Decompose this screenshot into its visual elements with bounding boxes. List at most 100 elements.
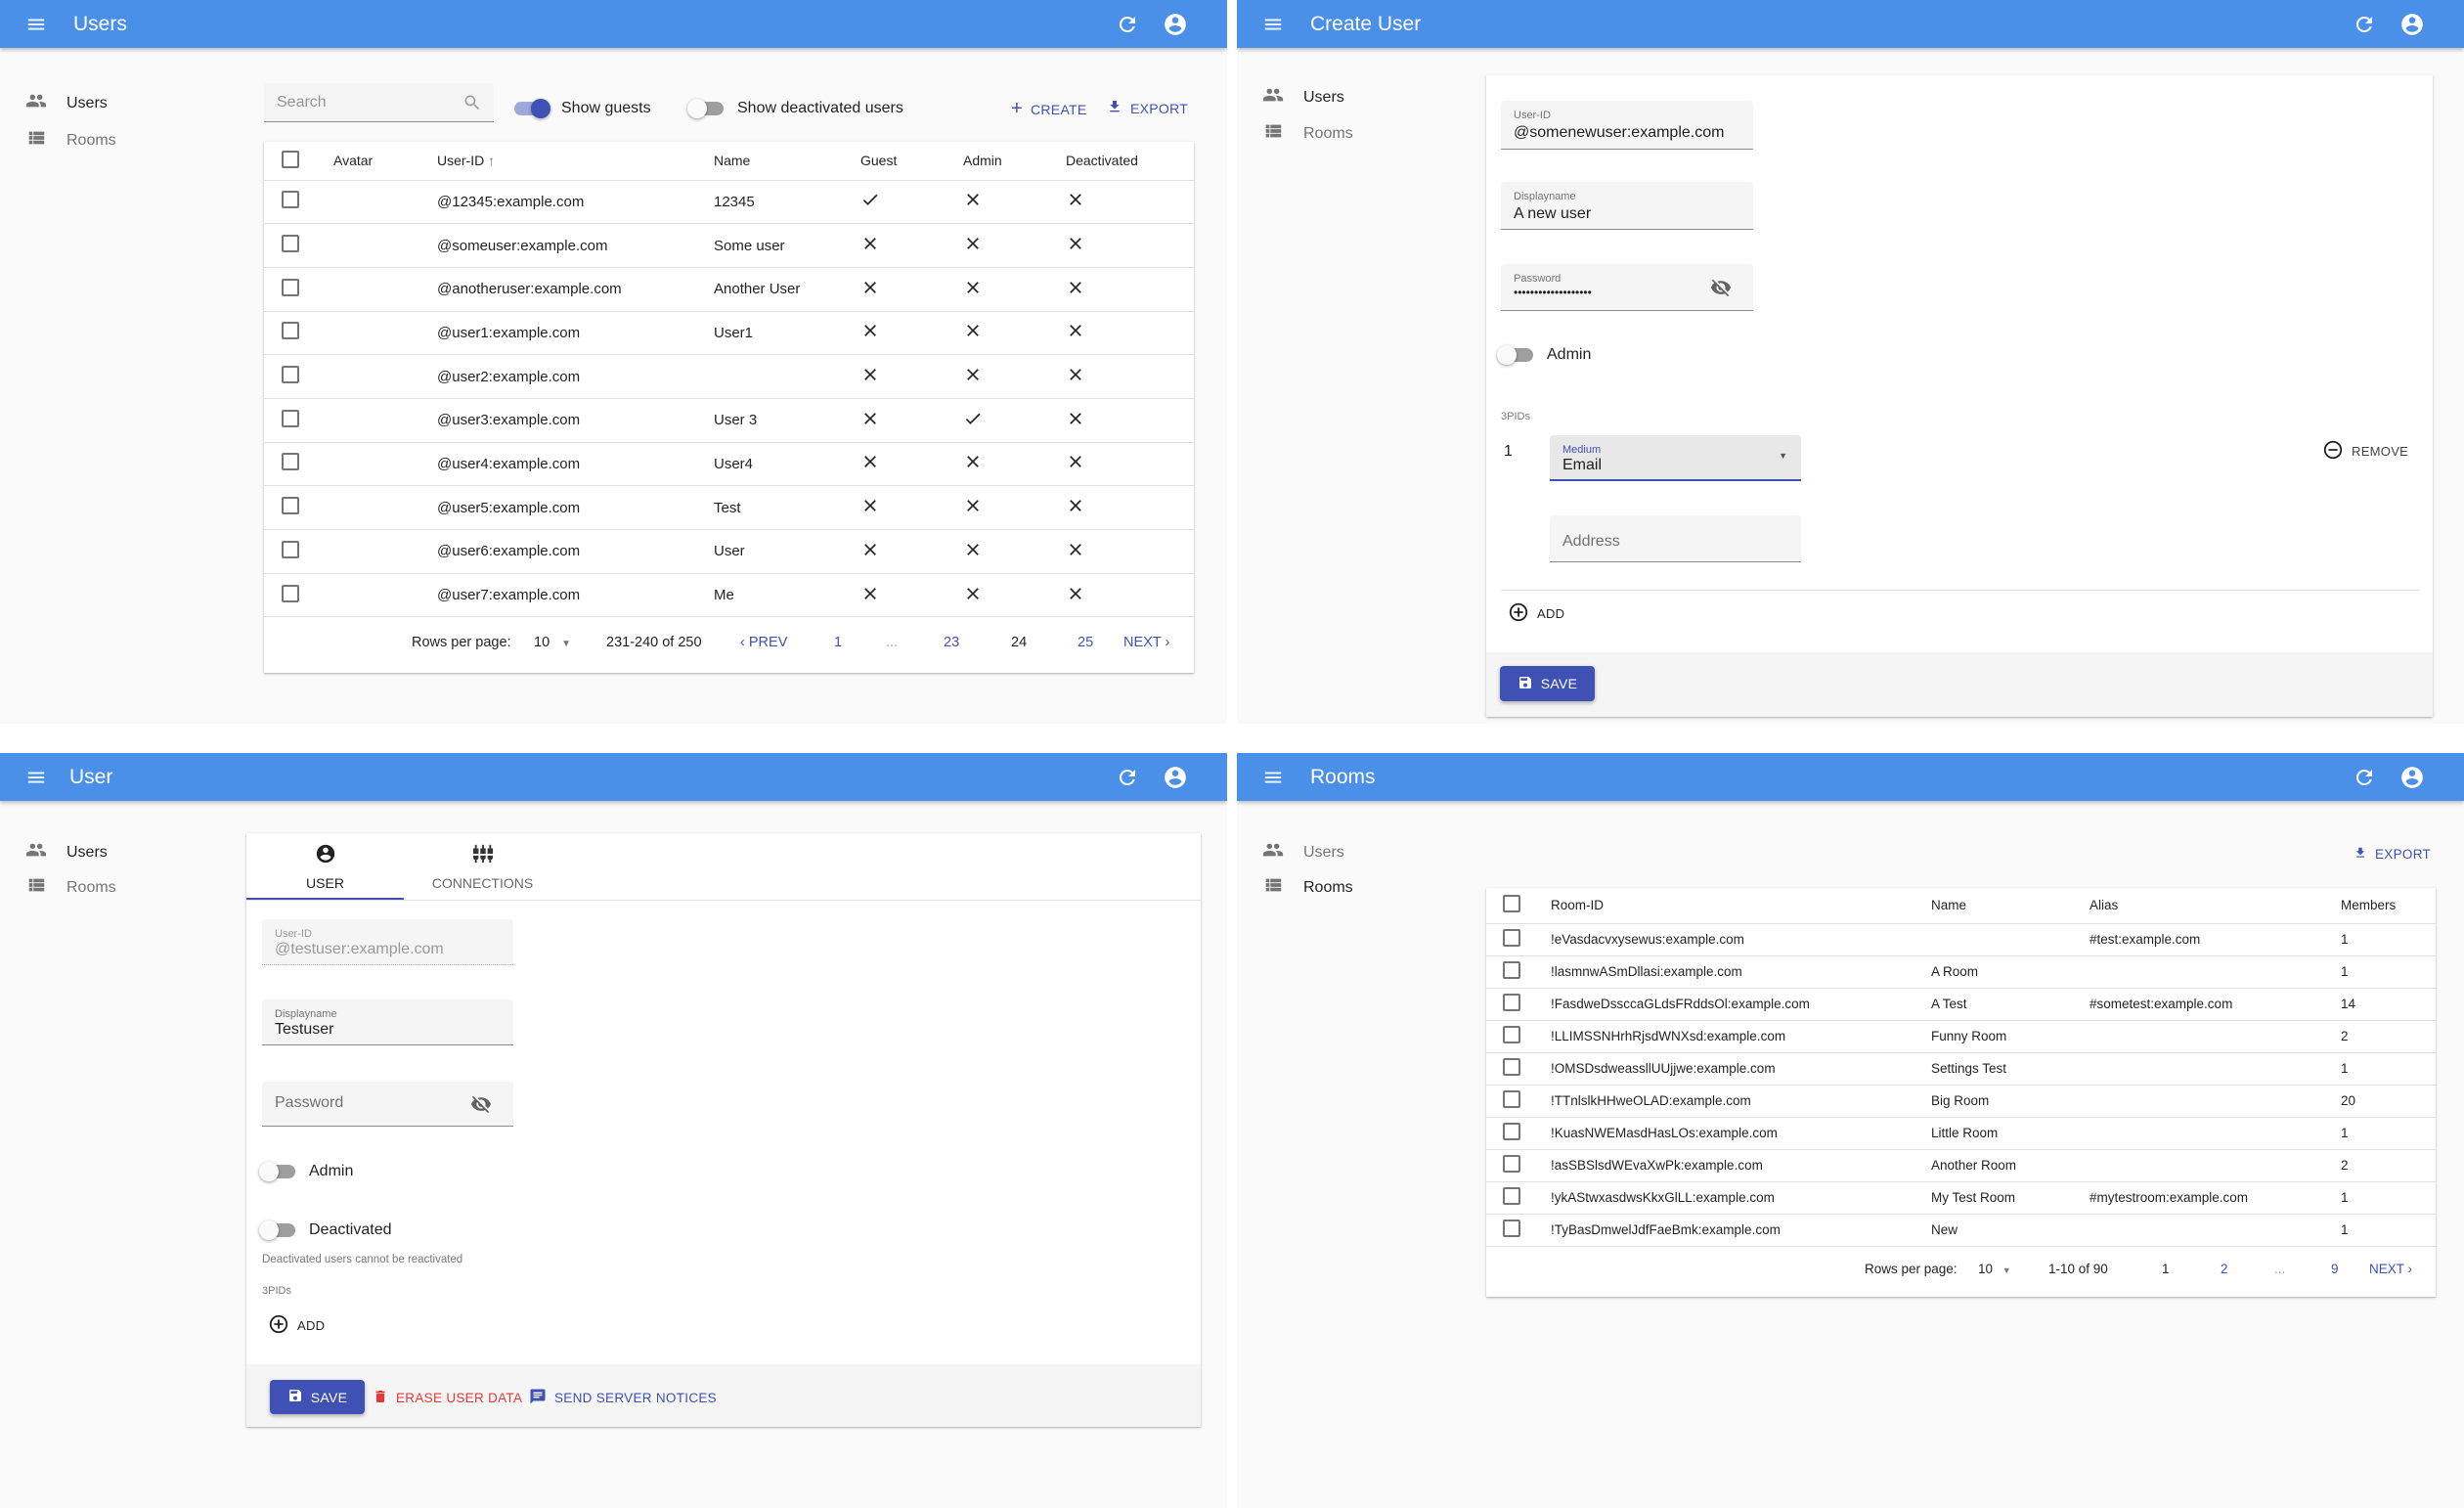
row-checkbox[interactable]: [282, 497, 299, 515]
erase-user-data-button[interactable]: ERASE USER DATA: [373, 1388, 522, 1408]
row-checkbox[interactable]: [1503, 994, 1520, 1011]
column-user-id[interactable]: User-ID ↑: [437, 142, 714, 181]
page-button[interactable]: 9: [2331, 1262, 2339, 1276]
table-row[interactable]: @user6:example.com User: [264, 529, 1194, 574]
row-checkbox[interactable]: [1503, 1090, 1520, 1108]
row-checkbox[interactable]: [282, 409, 299, 427]
refresh-icon[interactable]: [2353, 13, 2376, 41]
tab-user[interactable]: USER: [246, 833, 404, 901]
row-checkbox[interactable]: [282, 453, 299, 471]
password-field[interactable]: Password: [262, 1082, 513, 1127]
medium-select[interactable]: Medium Email ▼: [1550, 435, 1801, 481]
table-row[interactable]: !TyBasDmwelJdfFaeBmk:example.com New 1: [1486, 1214, 2436, 1247]
table-row[interactable]: @anotheruser:example.com Another User: [264, 267, 1194, 312]
row-checkbox[interactable]: [1503, 929, 1520, 947]
refresh-icon[interactable]: [1116, 13, 1139, 41]
export-button[interactable]: EXPORT: [1107, 98, 1188, 118]
next-page-button[interactable]: NEXT ›: [1123, 635, 1169, 650]
refresh-icon[interactable]: [1116, 766, 1139, 794]
table-row[interactable]: @user2:example.com: [264, 354, 1194, 399]
table-row[interactable]: !KuasNWEMasdHasLOs:example.com Little Ro…: [1486, 1117, 2436, 1150]
table-row[interactable]: @user5:example.com Test: [264, 485, 1194, 530]
page-button[interactable]: 2: [2221, 1262, 2228, 1276]
row-checkbox[interactable]: [282, 584, 299, 602]
row-checkbox[interactable]: [282, 540, 299, 558]
row-checkbox[interactable]: [1503, 1155, 1520, 1173]
show-guests-toggle[interactable]: Show guests: [514, 99, 651, 118]
sidebar-item-rooms[interactable]: Rooms: [25, 127, 116, 154]
rows-per-page-select[interactable]: 10 ▼: [534, 635, 571, 650]
account-icon[interactable]: [1163, 12, 1188, 42]
address-field[interactable]: Address: [1550, 515, 1801, 562]
table-row[interactable]: @user3:example.com User 3: [264, 398, 1194, 443]
table-row[interactable]: !LLIMSSNHrhRjsdWNXsd:example.com Funny R…: [1486, 1020, 2436, 1053]
page-button[interactable]: 25: [1078, 635, 1094, 650]
sidebar-item-rooms[interactable]: Rooms: [1262, 120, 1353, 147]
row-checkbox[interactable]: [1503, 961, 1520, 979]
sidebar-item-rooms[interactable]: Rooms: [1262, 874, 1353, 901]
displayname-field[interactable]: Displayname A new user: [1501, 182, 1753, 230]
row-checkbox[interactable]: [282, 322, 299, 340]
menu-icon[interactable]: [25, 767, 47, 793]
account-icon[interactable]: [2399, 765, 2425, 795]
select-all-checkbox[interactable]: [1503, 895, 1520, 913]
account-icon[interactable]: [2399, 12, 2425, 42]
visibility-off-icon[interactable]: [470, 1093, 492, 1120]
row-checkbox[interactable]: [1503, 1026, 1520, 1043]
table-row[interactable]: !asSBSlsdWEvaXwPk:example.com Another Ro…: [1486, 1149, 2436, 1182]
row-checkbox[interactable]: [1503, 1187, 1520, 1205]
visibility-off-icon[interactable]: [1710, 277, 1732, 303]
row-checkbox[interactable]: [282, 366, 299, 384]
user-id-field[interactable]: User-ID @somenewuser:example.com: [1501, 101, 1753, 150]
save-button[interactable]: SAVE: [1500, 666, 1595, 701]
row-checkbox[interactable]: [1503, 1220, 1520, 1237]
table-row[interactable]: @12345:example.com 12345: [264, 180, 1194, 225]
table-row[interactable]: @user4:example.com User4: [264, 442, 1194, 487]
row-checkbox[interactable]: [282, 278, 299, 296]
menu-icon[interactable]: [1262, 14, 1284, 40]
deactivated-toggle[interactable]: Deactivated: [259, 1220, 392, 1240]
send-server-notices-button[interactable]: SEND SERVER NOTICES: [529, 1388, 717, 1408]
table-row[interactable]: !TTnlslkHHweOLAD:example.com Big Room 20: [1486, 1085, 2436, 1118]
page-button[interactable]: 1: [834, 635, 843, 650]
table-row[interactable]: @user1:example.com User1: [264, 311, 1194, 356]
remove-threepid-button[interactable]: REMOVE: [2322, 439, 2408, 464]
sidebar-item-users[interactable]: Users: [1262, 839, 1344, 865]
tab-connections[interactable]: CONNECTIONS: [404, 833, 561, 901]
sidebar-item-users[interactable]: Users: [25, 90, 108, 116]
menu-icon[interactable]: [1262, 767, 1284, 793]
show-deactivated-toggle[interactable]: Show deactivated users: [687, 99, 903, 118]
sidebar-item-users[interactable]: Users: [25, 839, 108, 865]
admin-toggle[interactable]: Admin: [1497, 345, 1591, 365]
account-icon[interactable]: [1163, 765, 1188, 795]
admin-toggle[interactable]: Admin: [259, 1162, 353, 1181]
row-checkbox[interactable]: [282, 235, 299, 253]
table-row[interactable]: !eVasdacvxysewus:example.com #test:examp…: [1486, 923, 2436, 956]
search-input[interactable]: Search: [264, 83, 494, 122]
row-checkbox[interactable]: [1503, 1123, 1520, 1140]
table-row[interactable]: !FasdweDssccaGLdsFRddsOl:example.com A T…: [1486, 988, 2436, 1021]
table-row[interactable]: !ykAStwxasdwsKkxGlLL:example.com My Test…: [1486, 1181, 2436, 1215]
rows-per-page-select[interactable]: 10 ▼: [1978, 1262, 2011, 1276]
prev-page-button[interactable]: ‹ PREV: [740, 635, 787, 650]
add-threepid-button[interactable]: ADD: [1508, 601, 1564, 626]
add-threepid-button[interactable]: ADD: [268, 1313, 325, 1338]
select-all-checkbox[interactable]: [282, 150, 299, 168]
page-button[interactable]: 23: [944, 635, 960, 650]
export-button[interactable]: EXPORT: [2354, 845, 2431, 864]
table-row[interactable]: @someuser:example.com Some user: [264, 223, 1194, 268]
table-row[interactable]: !OMSDsdweassllUUjjwe:example.com Setting…: [1486, 1052, 2436, 1086]
menu-icon[interactable]: [25, 14, 47, 40]
password-field[interactable]: Password •••••••••••••••••••: [1501, 264, 1753, 311]
row-checkbox[interactable]: [282, 191, 299, 209]
sidebar-item-rooms[interactable]: Rooms: [25, 874, 116, 901]
row-checkbox[interactable]: [1503, 1058, 1520, 1076]
save-button[interactable]: SAVE: [270, 1380, 365, 1414]
table-row[interactable]: @user7:example.com Me: [264, 573, 1194, 618]
refresh-icon[interactable]: [2353, 766, 2376, 794]
table-row[interactable]: !lasmnwASmDllasi:example.com A Room 1: [1486, 955, 2436, 989]
next-page-button[interactable]: NEXT ›: [2369, 1262, 2412, 1276]
create-button[interactable]: + CREATE: [1011, 98, 1087, 120]
displayname-field[interactable]: Displayname Testuser: [262, 999, 513, 1045]
sidebar-item-users[interactable]: Users: [1262, 84, 1344, 111]
